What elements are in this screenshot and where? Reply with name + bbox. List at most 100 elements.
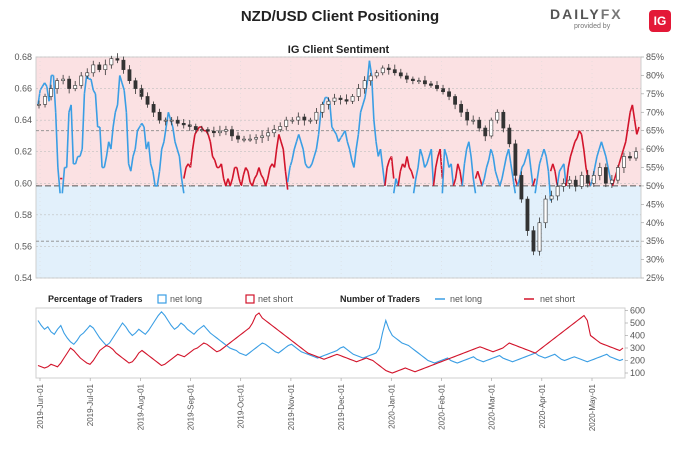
net-long-segment	[313, 148, 318, 157]
net-short-segment	[264, 178, 269, 187]
net-short-segment	[240, 174, 245, 187]
net-short-segment	[571, 141, 576, 150]
pct-tick-label: 60%	[646, 144, 664, 154]
net-long-segment	[156, 171, 161, 187]
net-long-segment	[563, 163, 567, 186]
price-candle-body	[187, 124, 192, 127]
price-candle-body	[127, 69, 132, 81]
net-short-segment	[242, 167, 247, 176]
price-candle-body	[513, 143, 518, 176]
price-candle-body	[290, 119, 295, 122]
price-candle-body	[597, 167, 602, 176]
date-tick-label: 2019-Dec-01	[337, 383, 346, 430]
net-long-segment	[521, 163, 525, 168]
net-long-segment	[83, 75, 88, 94]
net-long-segment	[289, 159, 293, 168]
date-tick-label: 2020-Jan-01	[387, 383, 396, 428]
net-short-segment	[569, 148, 574, 157]
price-candle-body	[567, 179, 572, 184]
price-candle-body	[507, 127, 512, 145]
net-short-segment	[284, 171, 289, 190]
net-short-segment	[552, 163, 556, 172]
price-candle-body	[549, 195, 554, 200]
net-long-segment	[596, 148, 600, 157]
net-long-segment	[317, 112, 322, 135]
net-short-segment	[434, 156, 439, 168]
price-candle-body	[380, 67, 385, 74]
net-short-segment	[282, 149, 287, 172]
net-long-segment	[291, 148, 296, 161]
legend-pct-long-label: net long	[170, 294, 202, 304]
net-long-segment	[499, 178, 503, 187]
net-long-segment	[309, 163, 313, 168]
net-short-segment	[209, 141, 214, 157]
net-long-segment	[450, 163, 455, 186]
legend-num-long-label: net long	[450, 294, 482, 304]
net-long-segment	[123, 90, 128, 113]
net-long-segment	[176, 148, 181, 157]
net-short-segment	[578, 130, 583, 135]
net-long-segment	[136, 126, 141, 132]
price-tick-label: 0.68	[14, 52, 32, 62]
price-candle-body	[91, 64, 96, 74]
net-long-segment	[94, 93, 99, 128]
net-short-segment	[196, 126, 200, 132]
price-candle-body	[145, 96, 150, 105]
net-long-segment	[516, 178, 521, 187]
net-long-segment	[415, 167, 419, 179]
net-long-segment	[99, 126, 103, 168]
count-tick-label: 200	[630, 356, 645, 366]
net-long-segment	[333, 130, 337, 135]
net-long-segment	[103, 156, 108, 168]
net-short-segment	[452, 178, 457, 187]
legend-percentage-title: Percentage of Traders	[48, 294, 143, 304]
chart-title: NZD/USD Client Positioning	[240, 8, 440, 25]
price-candle-body	[555, 186, 560, 197]
price-candle-body	[477, 119, 482, 129]
price-candle-body	[272, 129, 277, 134]
price-candle-body	[79, 75, 84, 86]
price-candle-body	[218, 130, 222, 134]
pct-tick-label: 75%	[646, 89, 664, 99]
net-short-segment	[258, 167, 262, 176]
price-candle-body	[236, 135, 240, 140]
price-candle-body	[266, 132, 271, 137]
net-long-segment	[379, 148, 384, 168]
net-long-segment	[359, 104, 364, 113]
net-long-segment	[65, 112, 70, 168]
net-long-segment	[143, 126, 148, 150]
price-candle-body	[320, 104, 325, 113]
price-candle-body	[489, 119, 494, 137]
net-long-segment	[600, 141, 605, 150]
price-candle-body	[121, 59, 126, 70]
price-candle-body	[230, 129, 234, 137]
net-long-segment	[112, 112, 117, 128]
net-long-segment	[366, 60, 371, 83]
net-short-segment	[384, 167, 388, 187]
net-long-segment	[37, 90, 42, 106]
net-long-segment	[114, 104, 119, 113]
net-short-segment	[236, 167, 240, 179]
price-candle-body	[163, 119, 168, 122]
net-short-segment	[220, 163, 225, 179]
price-candle-body	[314, 111, 319, 121]
price-tick-label: 0.62	[14, 147, 32, 157]
price-candle-body	[368, 75, 373, 81]
net-long-segment	[445, 156, 450, 168]
net-long-segment	[594, 156, 598, 168]
net-short-segment	[191, 134, 196, 150]
net-long-segment	[558, 167, 563, 172]
net-short-segment	[627, 112, 631, 128]
net-long-segment	[419, 148, 424, 157]
net-long-segment	[512, 178, 517, 194]
price-candle-body	[591, 175, 596, 184]
net-long-segment	[158, 149, 163, 172]
pct-tick-label: 50%	[646, 181, 664, 191]
price-candle-body	[326, 100, 331, 105]
net-long-segment	[485, 159, 490, 168]
price-candle-body	[278, 126, 283, 130]
price-candle-body	[151, 104, 156, 113]
net-long-segment	[174, 141, 178, 150]
price-candle-body	[410, 78, 415, 81]
net-long-segment	[43, 82, 48, 87]
